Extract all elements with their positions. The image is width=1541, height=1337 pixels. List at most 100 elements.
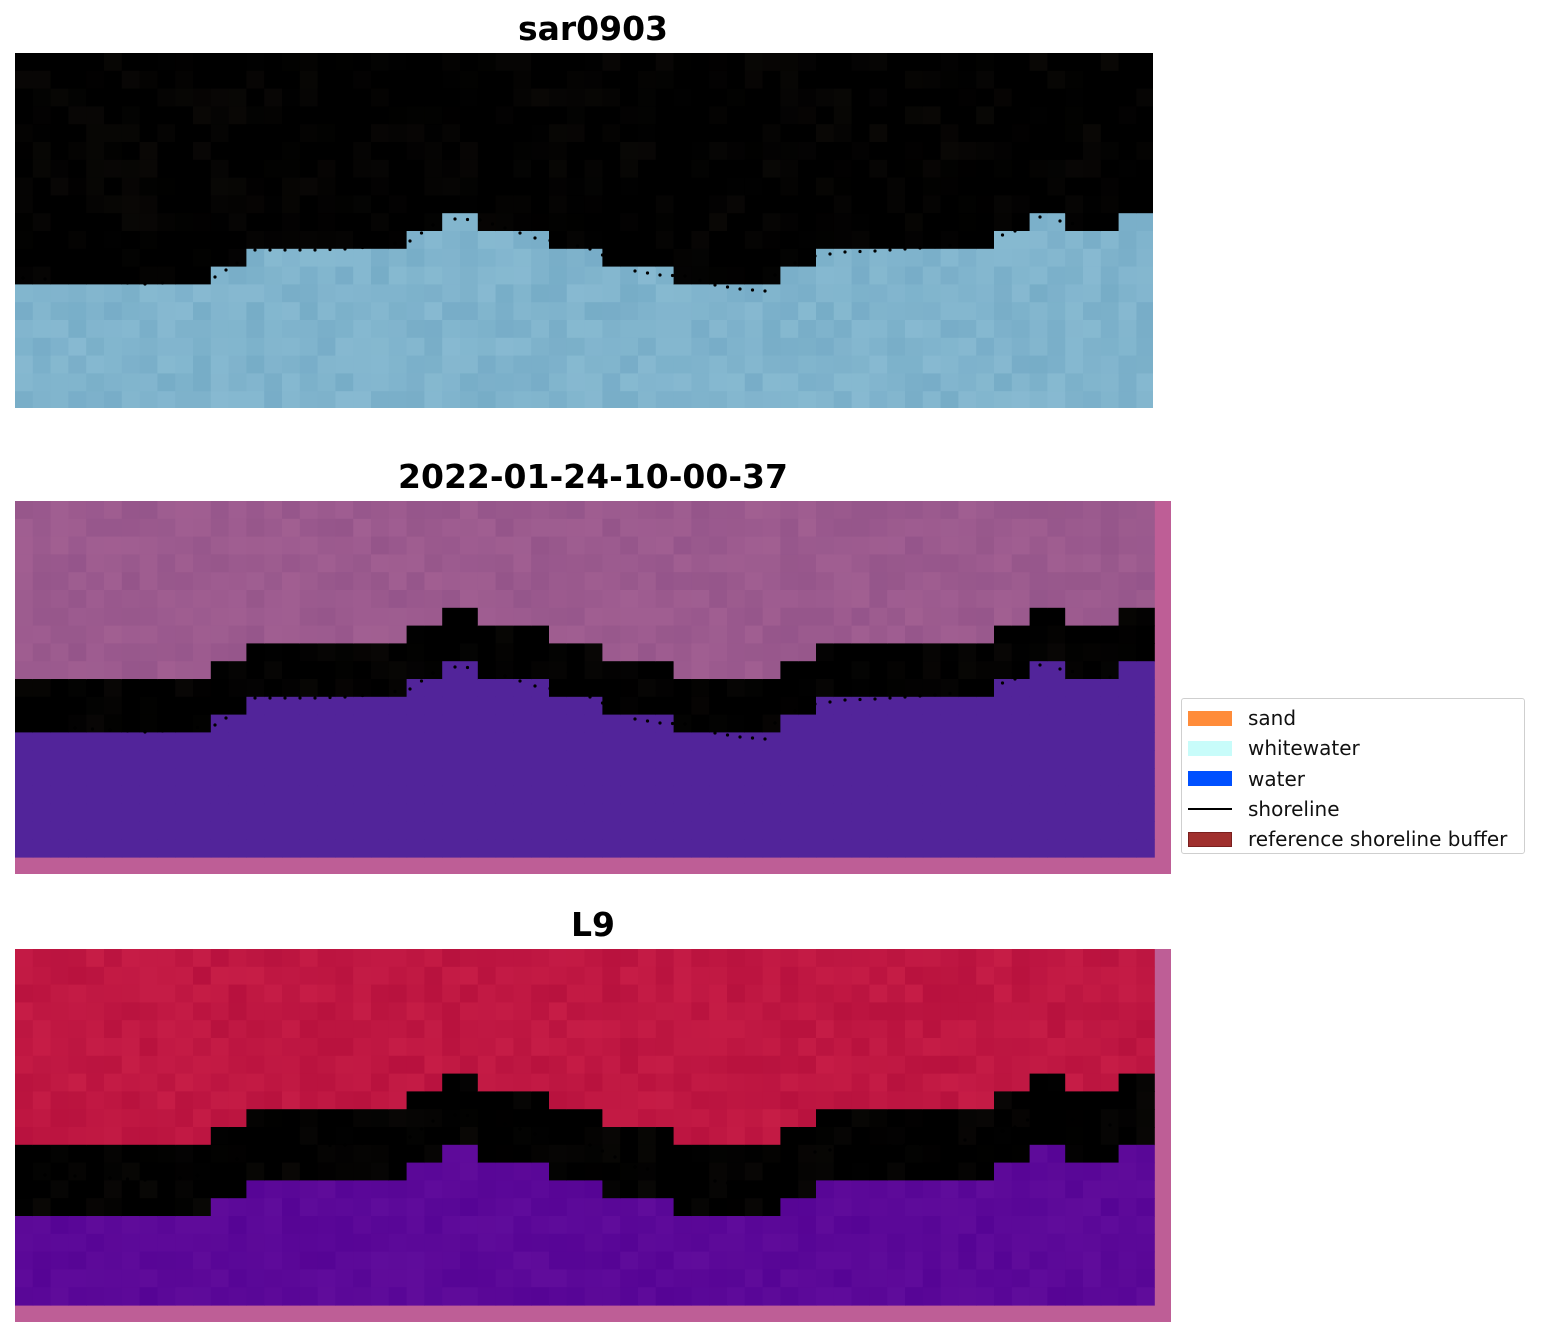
shoreline-point	[478, 666, 482, 670]
shoreline-point	[975, 1135, 980, 1140]
shoreline-point	[683, 274, 687, 278]
shoreline-point	[1013, 1125, 1017, 1129]
shoreline-point	[633, 717, 637, 721]
shoreline-point	[533, 236, 537, 240]
sar-image-panel	[15, 53, 1153, 408]
shoreline-point	[393, 241, 397, 246]
shoreline-point	[143, 282, 147, 286]
shoreline-point	[725, 285, 730, 289]
shoreline-point	[178, 728, 182, 732]
shoreline-point	[763, 737, 767, 741]
legend-label: shoreline	[1248, 797, 1340, 822]
shoreline-point	[828, 1148, 832, 1152]
shoreline-point	[918, 1142, 922, 1146]
shoreline-point	[793, 1157, 797, 1161]
shoreline-point	[793, 261, 797, 265]
shoreline-point	[1038, 215, 1042, 219]
shoreline-point	[933, 693, 937, 697]
panel-title-classified: 2022-01-24-10-00-37	[398, 457, 788, 496]
shoreline-point	[763, 289, 767, 293]
shoreline-dots	[21, 1111, 1112, 1189]
shoreline-point	[843, 250, 847, 254]
shoreline-point	[43, 1173, 47, 1177]
shoreline-point	[298, 248, 302, 252]
shoreline-point	[773, 1169, 777, 1173]
shoreline-point	[738, 735, 742, 739]
shoreline-point	[933, 245, 937, 249]
shoreline-point	[813, 1150, 817, 1154]
shoreline-point	[224, 716, 228, 720]
shoreline-point	[670, 1169, 675, 1174]
shoreline-point	[988, 237, 992, 241]
shoreline-point	[178, 1176, 182, 1180]
shoreline-point	[1070, 221, 1075, 226]
shoreline-point	[213, 1171, 217, 1175]
shoreline-point	[1000, 681, 1005, 685]
shoreline-point	[988, 685, 992, 689]
shoreline-point	[90, 727, 95, 731]
shoreline-point	[343, 247, 347, 251]
shoreline-point	[725, 1181, 730, 1185]
shoreline-point	[108, 280, 112, 284]
shoreline-point	[1083, 672, 1087, 676]
shoreline-point	[195, 725, 200, 730]
shoreline-point	[253, 1144, 257, 1148]
shoreline-point	[698, 1174, 702, 1179]
shoreline-point	[90, 1175, 95, 1179]
shoreline-point	[713, 283, 717, 287]
shoreline-point	[360, 693, 365, 698]
shoreline-point	[948, 243, 952, 248]
shoreline-point	[125, 729, 130, 733]
shoreline-point	[160, 1177, 165, 1181]
shoreline-point	[858, 249, 862, 254]
shoreline-point	[58, 725, 62, 730]
shoreline-point	[658, 1169, 662, 1173]
shoreline-point	[1025, 670, 1030, 674]
shoreline-point	[453, 665, 457, 669]
shoreline-point	[108, 1176, 112, 1180]
shoreline-point	[933, 1141, 937, 1145]
shoreline-point	[419, 231, 424, 235]
shoreline-point	[378, 1140, 382, 1144]
shoreline-point	[533, 684, 537, 688]
shoreline-point	[633, 269, 637, 273]
shoreline-point	[108, 728, 112, 732]
l9-image-panel	[15, 949, 1171, 1322]
shoreline-point	[903, 247, 907, 251]
shoreline-point	[431, 671, 435, 675]
shoreline-point	[143, 730, 147, 734]
panel-title-l9: L9	[571, 905, 615, 944]
shoreline-point	[750, 1184, 755, 1188]
shoreline-point	[670, 273, 675, 278]
shoreline-point	[1095, 225, 1100, 230]
panel-title-sar: sar0903	[517, 9, 669, 48]
shoreline-point	[888, 248, 892, 252]
legend-item-sand: sand	[1188, 703, 1518, 733]
shoreline-point	[588, 1143, 592, 1147]
whitewater-swatch	[1188, 740, 1232, 756]
shoreline-point	[533, 1132, 537, 1136]
shoreline-point	[763, 1185, 767, 1189]
shoreline-point	[1108, 1123, 1112, 1127]
shoreline-point	[328, 1143, 332, 1148]
legend-item-whitewater: whitewater	[1188, 733, 1518, 763]
shoreline-point	[360, 1141, 365, 1146]
legend-label: water	[1248, 766, 1305, 791]
shoreline-point	[298, 696, 302, 700]
shoreline-point	[873, 697, 877, 701]
shoreline-point	[503, 226, 507, 230]
shoreline-point	[563, 1137, 567, 1141]
shoreline-point	[683, 722, 687, 726]
shoreline-point	[563, 241, 567, 245]
shoreline-point	[253, 696, 257, 700]
shoreline-point	[600, 701, 605, 705]
shoreline-point	[503, 1122, 507, 1126]
shoreline-point	[298, 1144, 302, 1148]
shoreline-point	[975, 687, 980, 692]
shoreline-point	[738, 287, 742, 291]
shoreline-point	[548, 238, 552, 243]
shoreline-point	[283, 696, 287, 700]
shoreline-point	[575, 1140, 580, 1144]
shoreline-point	[224, 268, 228, 272]
shoreline-point	[73, 726, 77, 730]
